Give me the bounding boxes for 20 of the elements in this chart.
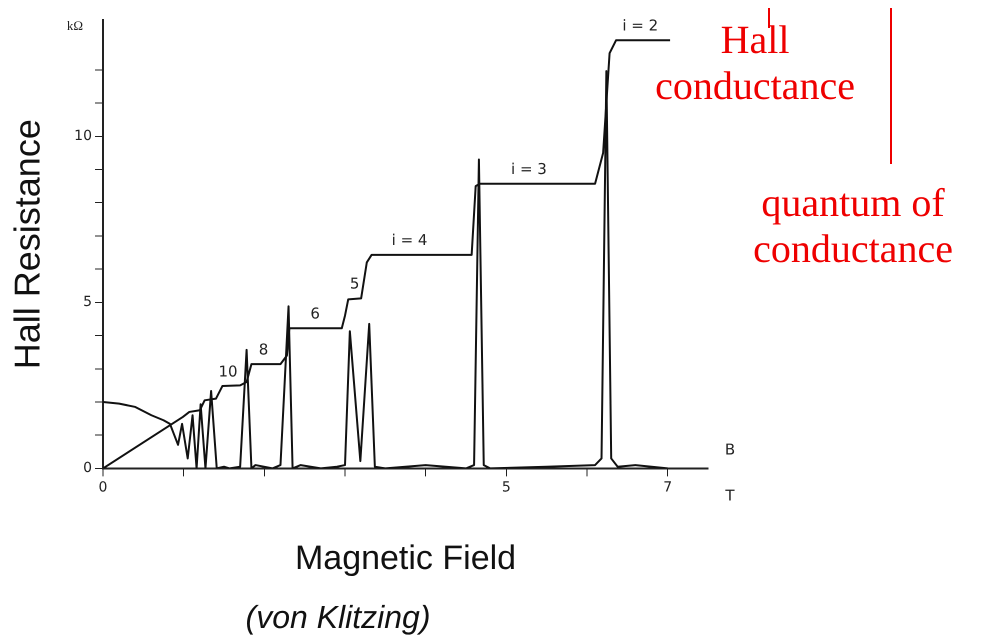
x-tick-label: 5: [502, 479, 511, 496]
text: kΩ: [66, 18, 84, 33]
annotation: i = 4: [392, 231, 428, 250]
x-axis-title: Magnetic Field: [294, 538, 516, 577]
text: T: [724, 486, 736, 504]
annotation: 10: [218, 362, 238, 380]
annotation: 5: [350, 274, 360, 293]
x-tick-label: 0: [98, 479, 108, 496]
annotation: 6: [310, 304, 320, 323]
text: B: [724, 440, 736, 458]
y-axis-title: Hall Resistance: [6, 119, 48, 370]
text: (von Klitzing): [246, 599, 430, 635]
y-tick-label: 0: [83, 460, 92, 476]
annotation: i = 3: [511, 160, 547, 178]
y-tick-label: 5: [83, 294, 92, 310]
annotation: 8: [258, 340, 268, 358]
text: quantum of conductance: [753, 180, 953, 271]
x-tick-label: 7: [663, 479, 672, 496]
annotation: i = 2: [622, 16, 658, 35]
y-tick-label: 10: [74, 128, 92, 144]
